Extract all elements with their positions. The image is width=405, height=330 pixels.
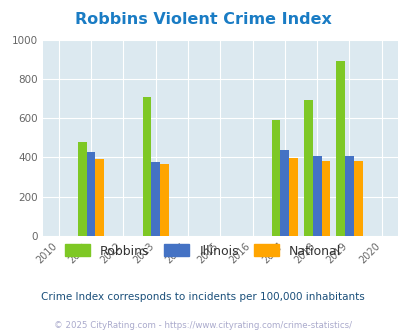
Text: Robbins Violent Crime Index: Robbins Violent Crime Index [75,12,330,26]
Legend: Robbins, Illinois, National: Robbins, Illinois, National [60,240,345,263]
Bar [142,97,151,236]
Bar [335,61,344,236]
Bar [87,151,95,236]
Text: Crime Index corresponds to incidents per 100,000 inhabitants: Crime Index corresponds to incidents per… [41,292,364,302]
Bar [151,162,160,236]
Bar [160,164,168,236]
Bar [321,161,329,236]
Bar [271,120,280,236]
Bar [353,161,362,236]
Bar [312,156,321,236]
Bar [344,156,353,236]
Bar [95,159,104,236]
Bar [303,100,312,236]
Bar [288,158,297,236]
Text: © 2025 CityRating.com - https://www.cityrating.com/crime-statistics/: © 2025 CityRating.com - https://www.city… [54,321,351,330]
Bar [280,149,288,236]
Bar [78,142,87,236]
